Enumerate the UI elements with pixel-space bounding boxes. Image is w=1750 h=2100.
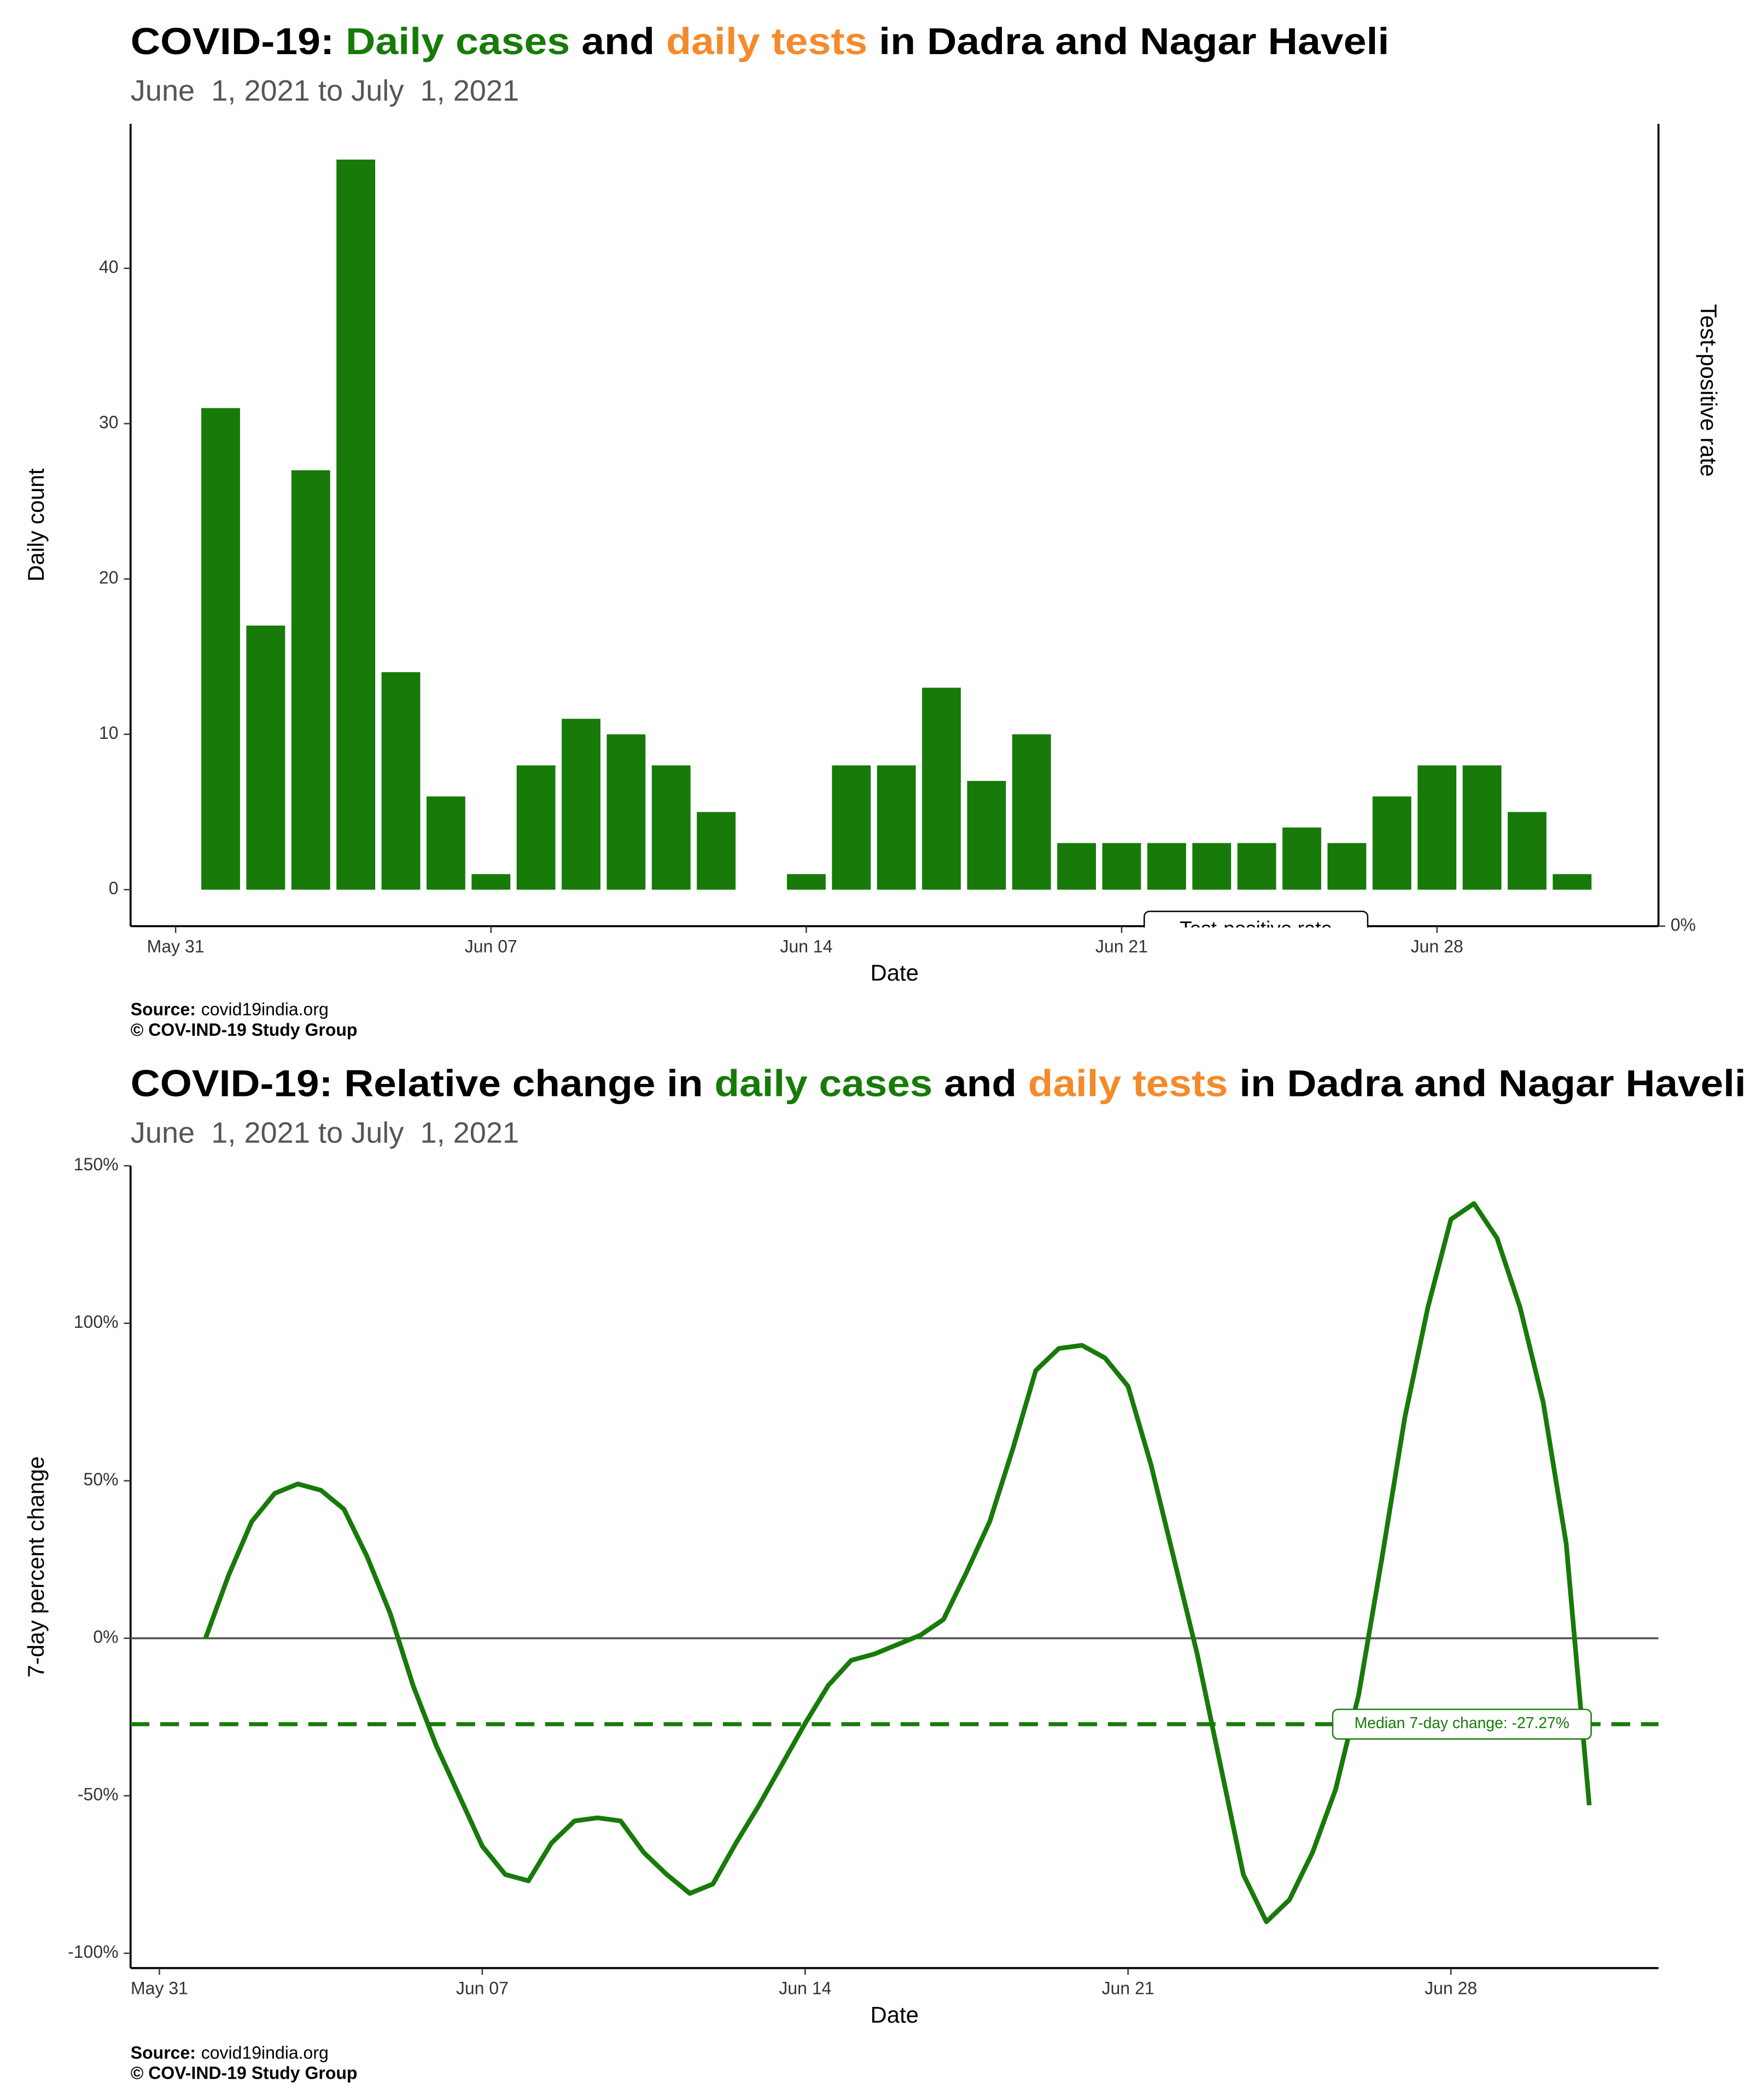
title-part: daily cases (714, 1063, 932, 1105)
source: Source: covid19india.org (131, 1000, 329, 1019)
y-tick-label: 20 (99, 568, 119, 587)
title-part: in Dadra and Nagar Haveli (1228, 1063, 1746, 1105)
source-label: Source: (131, 2043, 196, 2063)
y-axis-title: 7-day percent change (23, 1456, 49, 1678)
x-tick-label: Jun 21 (1095, 936, 1148, 956)
bar (1057, 843, 1096, 890)
x-tick-label: Jun 07 (465, 936, 517, 956)
bar (922, 687, 961, 890)
title-part: COVID-19: (131, 20, 346, 62)
x-tick-label: Jun 21 (1102, 1979, 1154, 1998)
bar (1012, 734, 1051, 890)
bar (1147, 843, 1186, 890)
credit: © COV-IND-19 Study Group (131, 1020, 358, 1040)
bar (471, 874, 511, 890)
source: Source: covid19india.org (131, 2043, 329, 2063)
bar (697, 812, 736, 890)
credit: © COV-IND-19 Study Group (131, 2063, 358, 2083)
bar (246, 625, 285, 890)
bar (877, 765, 916, 890)
chart-title: COVID-19: Daily cases and daily tests in… (131, 20, 1390, 62)
chart-subtitle: June 1, 2021 to July 1, 2021 (131, 74, 519, 107)
title-part: daily tests (1028, 1063, 1228, 1105)
bar (1462, 765, 1502, 890)
bar (1237, 843, 1276, 890)
title-part: daily tests (666, 20, 867, 62)
title-part: in Dadra and Nagar Haveli (867, 20, 1389, 62)
bar (832, 765, 871, 890)
bar (291, 470, 330, 890)
title-part: and (570, 20, 666, 62)
y2-axis-title: Test-positive rate (1696, 304, 1722, 477)
median-label: Median 7-day change: -27.27% (1355, 1714, 1570, 1731)
bar (1327, 843, 1367, 890)
bar (562, 719, 600, 890)
bar (201, 408, 240, 890)
x-tick-label: Jun 28 (1411, 936, 1463, 956)
source-text: covid19india.org (201, 1000, 329, 1019)
x-tick-label: Jun 14 (780, 936, 832, 956)
bar (1282, 827, 1321, 890)
bar (381, 672, 421, 890)
y-tick-label: 10 (99, 723, 119, 743)
y-tick-label: 0% (93, 1627, 118, 1647)
bar (1372, 796, 1411, 890)
chart-title: COVID-19: Relative change in daily cases… (131, 1063, 1746, 1105)
bar (1507, 812, 1547, 890)
bar (1418, 765, 1457, 890)
bar (786, 874, 826, 890)
source-label: Source: (131, 1000, 196, 1019)
x-axis-title: Date (871, 2002, 919, 2027)
bar (606, 734, 646, 890)
x-tick-label: Jun 14 (779, 1979, 831, 1998)
x-tick-label: May 31 (147, 936, 205, 956)
x-axis-title: Date (871, 960, 919, 985)
y2-tick-label: 0% (1671, 915, 1696, 935)
source-text: covid19india.org (201, 2043, 329, 2063)
x-tick-label: Jun 07 (456, 1979, 509, 1998)
y-tick-label: -50% (78, 1784, 119, 1804)
x-tick-label: Jun 28 (1425, 1979, 1477, 1998)
annotation: Test-positive rate (1144, 911, 1369, 940)
y-axis-title: Daily count (23, 468, 49, 581)
median-label-box (1332, 1708, 1592, 1740)
bar (426, 796, 465, 890)
bar (1192, 843, 1232, 890)
y-tick-label: 40 (99, 257, 119, 277)
line (203, 1201, 1592, 1924)
y-tick-label: 100% (74, 1312, 119, 1332)
title-part: COVID-19: Relative change in (131, 1063, 715, 1105)
bar (651, 765, 691, 890)
x-tick-label: May 31 (131, 1979, 188, 1998)
y-tick-label: -100% (68, 1942, 119, 1962)
annotation-text: Test-positive rate (1180, 918, 1332, 940)
y-tick-label: 0 (109, 878, 119, 898)
bar (516, 765, 556, 890)
title-part: and (932, 1063, 1028, 1105)
bar (1102, 843, 1141, 890)
bar (1553, 874, 1592, 890)
y-tick-label: 30 (99, 412, 119, 432)
chart-subtitle: June 1, 2021 to July 1, 2021 (131, 1116, 519, 1149)
title-part: Daily cases (346, 20, 570, 62)
annotation-box (1144, 911, 1369, 928)
y-tick-label: 150% (74, 1154, 119, 1174)
bar (967, 780, 1006, 890)
y-tick-label: 50% (84, 1469, 119, 1489)
bar (336, 159, 376, 890)
